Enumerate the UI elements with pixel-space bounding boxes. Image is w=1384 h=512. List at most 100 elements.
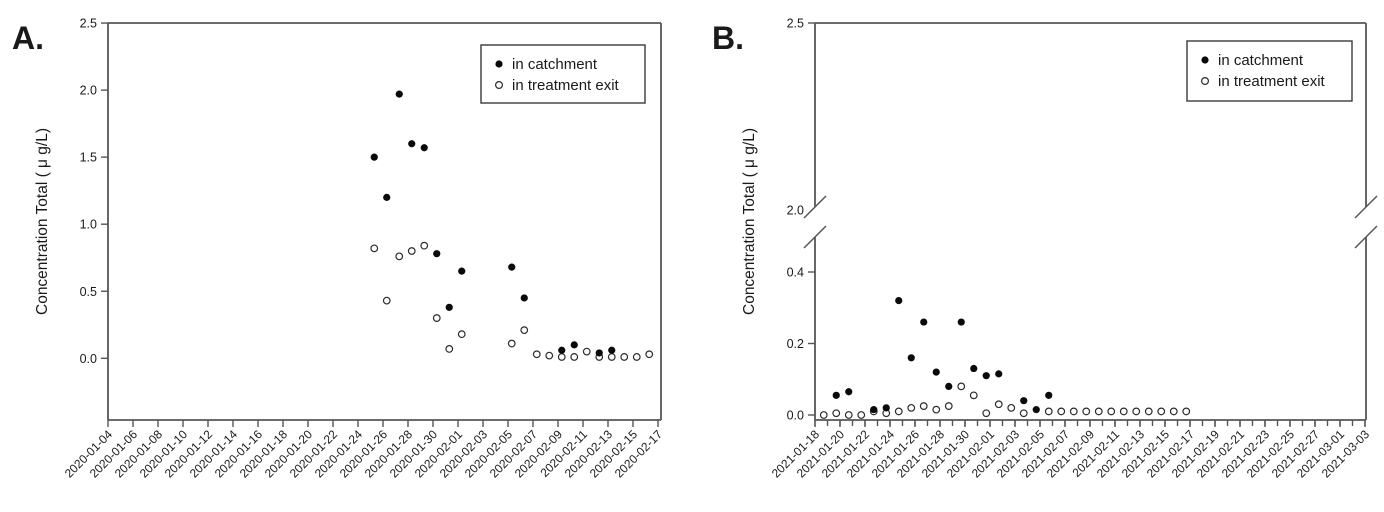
series-in-treatment-exit [819, 382, 1191, 419]
axis-break-icon [803, 225, 827, 249]
point-in-treatment-exit [645, 350, 654, 359]
point-in-catchment [408, 140, 416, 148]
y-tick-label: 2.5 [80, 17, 97, 31]
point-in-catchment [383, 193, 391, 201]
point-in-treatment-exit [582, 347, 591, 356]
point-in-catchment [608, 346, 616, 354]
legend-box [1186, 40, 1353, 102]
point-in-treatment-exit [1182, 407, 1191, 416]
point-in-treatment-exit [819, 411, 828, 419]
point-in-catchment [1020, 397, 1028, 405]
axis-break-icon [1354, 195, 1378, 219]
point-in-treatment-exit [407, 247, 416, 255]
point-in-catchment [870, 406, 878, 414]
panel-label: B. [712, 20, 744, 56]
point-in-catchment [1032, 406, 1040, 414]
y-tick-label: 1.5 [80, 151, 97, 165]
point-in-catchment [957, 318, 965, 326]
point-in-treatment-exit [1019, 409, 1028, 418]
y-tick-label: 0.5 [80, 285, 97, 299]
series-in-catchment [370, 90, 616, 357]
point-in-catchment [595, 349, 603, 357]
point-in-treatment-exit [1094, 407, 1103, 416]
point-in-treatment-exit [1169, 407, 1178, 416]
series-in-treatment-exit [370, 241, 654, 361]
point-in-catchment [458, 267, 466, 275]
point-in-catchment [420, 144, 428, 152]
point-in-treatment-exit [557, 353, 566, 361]
point-in-treatment-exit [919, 402, 928, 410]
point-in-catchment [945, 382, 953, 390]
point-in-catchment [920, 318, 928, 326]
point-in-treatment-exit [969, 391, 978, 400]
legend: in catchment in treatment exit [1186, 40, 1353, 102]
point-in-treatment-exit [944, 402, 953, 410]
point-in-treatment-exit [894, 407, 903, 416]
legend-label: in catchment [512, 56, 598, 73]
point-in-treatment-exit [570, 353, 579, 361]
point-in-treatment-exit [545, 351, 554, 360]
point-in-treatment-exit [957, 382, 966, 391]
y-tick-label: 2.5 [787, 17, 804, 31]
point-in-treatment-exit [532, 350, 541, 359]
legend-label: in treatment exit [1218, 73, 1326, 90]
point-in-treatment-exit [395, 252, 404, 261]
point-in-catchment [895, 297, 903, 305]
filled-circle-icon [1201, 56, 1209, 64]
point-in-treatment-exit [1082, 407, 1091, 416]
point-in-treatment-exit [432, 314, 441, 322]
y-tick-label: 2.0 [787, 204, 804, 218]
point-in-catchment [370, 153, 378, 161]
y-axis-title: Concentration Total ( μ g/L) [741, 128, 758, 315]
point-in-catchment [882, 404, 890, 412]
point-in-catchment [982, 372, 990, 380]
point-in-treatment-exit [1007, 403, 1016, 412]
y-axis-title: Concentration Total ( μ g/L) [34, 128, 51, 315]
point-in-treatment-exit [607, 353, 616, 361]
point-in-catchment [932, 368, 940, 376]
point-in-treatment-exit [420, 241, 429, 250]
point-in-treatment-exit [832, 409, 841, 418]
point-in-catchment [1045, 391, 1053, 399]
point-in-treatment-exit [507, 339, 516, 348]
point-in-catchment [508, 263, 516, 271]
open-circle-icon [1200, 76, 1209, 85]
point-in-treatment-exit [370, 244, 379, 253]
series-in-catchment [832, 297, 1053, 414]
axis-break-icon [803, 195, 827, 219]
y-tick-label: 1.0 [80, 218, 97, 232]
point-in-treatment-exit [844, 411, 853, 419]
point-in-catchment [907, 354, 915, 362]
point-in-treatment-exit [457, 330, 466, 339]
point-in-treatment-exit [1157, 407, 1166, 416]
axis-break-icon [1354, 225, 1378, 249]
point-in-treatment-exit [1132, 407, 1141, 416]
point-in-catchment [970, 364, 978, 373]
point-in-treatment-exit [382, 296, 391, 305]
point-in-treatment-exit [445, 345, 454, 353]
legend-label: in catchment [1218, 52, 1304, 69]
point-in-treatment-exit [1069, 407, 1078, 416]
point-in-treatment-exit [982, 409, 991, 418]
axis-frame [107, 22, 662, 421]
point-in-treatment-exit [994, 400, 1003, 409]
point-in-catchment [445, 303, 453, 311]
y-tick-label: 0.0 [80, 352, 97, 366]
panel-a: 0.00.51.01.52.02.52020-01-042020-01-0620… [12, 17, 665, 481]
y-tick-label: 0.4 [787, 266, 804, 280]
point-in-catchment [520, 294, 528, 302]
point-in-catchment [995, 370, 1003, 378]
legend: in catchment in treatment exit [480, 44, 646, 104]
point-in-treatment-exit [1107, 407, 1116, 416]
point-in-catchment [570, 341, 578, 349]
point-in-treatment-exit [520, 326, 529, 335]
y-tick-label: 0.0 [787, 409, 804, 423]
point-in-treatment-exit [620, 353, 629, 361]
point-in-treatment-exit [1144, 407, 1153, 416]
point-in-catchment [558, 346, 566, 354]
point-in-catchment [395, 90, 403, 98]
point-in-treatment-exit [632, 353, 641, 361]
open-circle-icon [495, 80, 504, 89]
